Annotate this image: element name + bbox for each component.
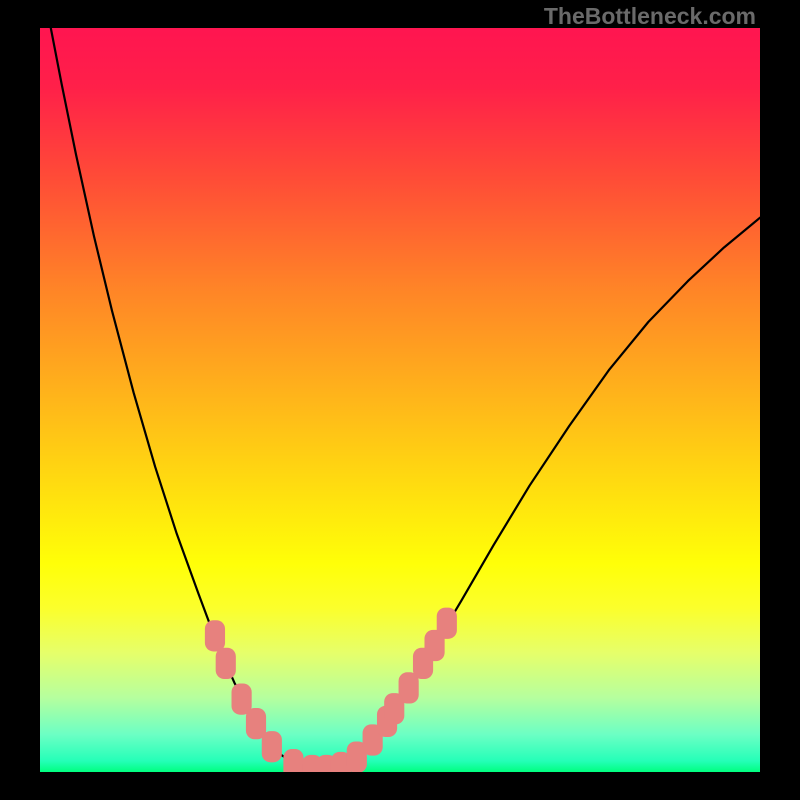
gradient-background	[40, 28, 760, 772]
plot-area	[40, 28, 760, 772]
curve-marker	[262, 731, 282, 762]
curve-marker	[399, 672, 419, 703]
curve-marker	[246, 708, 266, 739]
curve-marker	[216, 648, 236, 679]
curve-marker	[205, 620, 225, 651]
curve-marker	[437, 608, 457, 639]
curve-marker	[232, 683, 252, 714]
chart-svg	[40, 28, 760, 772]
curve-marker	[283, 749, 303, 772]
figure-root: TheBottleneck.com	[0, 0, 800, 800]
watermark-text: TheBottleneck.com	[544, 3, 756, 30]
